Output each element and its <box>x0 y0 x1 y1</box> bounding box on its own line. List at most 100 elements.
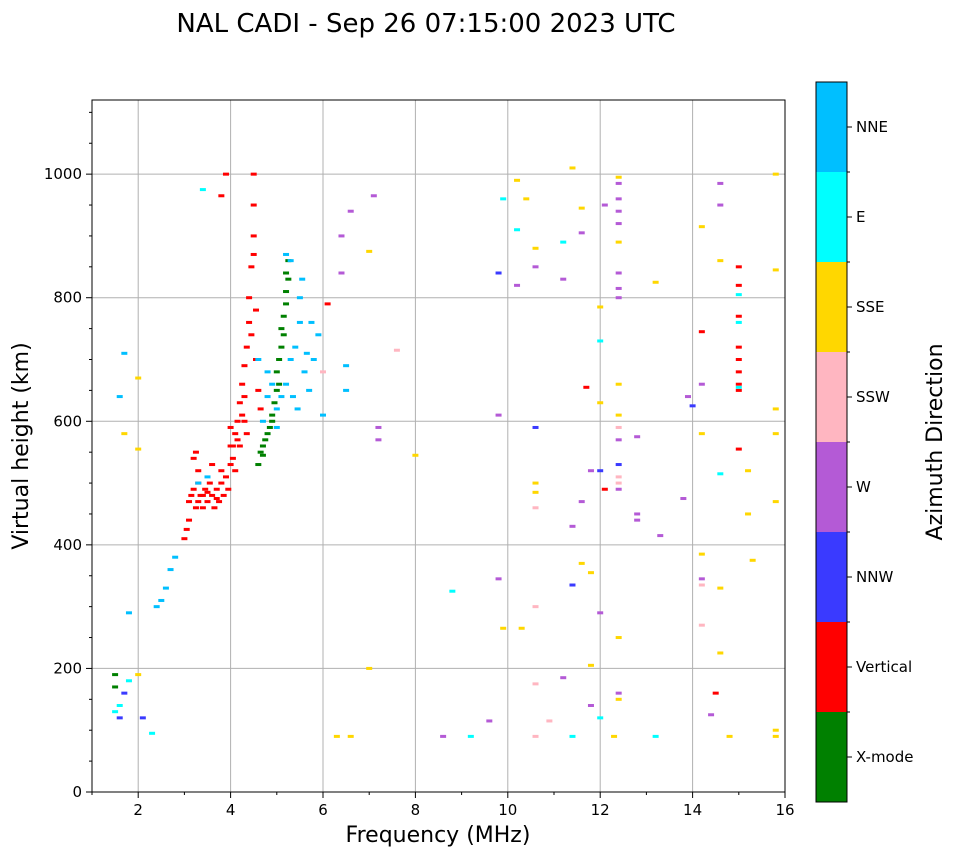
echo-point-sse <box>587 571 594 575</box>
echo-point-ssw <box>615 475 622 479</box>
colorbar-swatch <box>816 442 847 532</box>
echo-point-x-mode <box>269 413 276 417</box>
colorbar-swatch <box>816 352 847 442</box>
echo-point-vertical <box>583 385 590 389</box>
echo-point-nne <box>343 388 350 392</box>
echo-point-sse <box>135 673 142 677</box>
y-axis-ticks: 0 200 400 600 800 1000 <box>44 111 92 801</box>
echo-point-sse <box>347 734 354 738</box>
echo-point-sse <box>615 636 622 640</box>
echo-point-vertical <box>698 330 705 334</box>
echo-point-sse <box>717 259 724 263</box>
echo-point-sse <box>698 432 705 436</box>
echo-point-vertical <box>735 265 742 269</box>
echo-point-vertical <box>601 487 608 491</box>
echo-point-x-mode <box>259 444 266 448</box>
colorbar-swatch <box>816 712 847 802</box>
echo-point-w <box>495 577 502 581</box>
echo-point-x-mode <box>285 277 292 281</box>
echo-point-w <box>569 524 576 528</box>
echo-point-sse <box>717 651 724 655</box>
echo-point-sse <box>615 240 622 244</box>
echo-point-vertical <box>195 469 202 473</box>
echo-point-sse <box>615 175 622 179</box>
echo-point-nne <box>125 611 132 615</box>
echo-point-w <box>375 425 382 429</box>
echo-point-e <box>125 679 132 683</box>
echo-point-vertical <box>250 172 257 176</box>
echo-point-vertical <box>183 527 190 531</box>
echo-point-w <box>587 469 594 473</box>
echo-point-sse <box>772 407 779 411</box>
echo-point-vertical <box>241 364 248 368</box>
echo-point-w <box>338 234 345 238</box>
echo-point-vertical <box>232 432 239 436</box>
echo-point-vertical <box>199 506 206 510</box>
echo-point-vertical <box>241 395 248 399</box>
x-tick-label: 14 <box>683 801 702 819</box>
echo-point-w <box>615 197 622 201</box>
echo-point-e <box>560 240 567 244</box>
echo-point-e <box>597 339 604 343</box>
echo-point-sse <box>772 268 779 272</box>
echo-point-x-mode <box>257 450 264 454</box>
echo-point-nne <box>294 407 301 411</box>
echo-point-e <box>116 704 123 707</box>
echo-point-nnw <box>495 271 502 275</box>
echo-point-e <box>717 472 724 476</box>
echo-point-x-mode <box>283 302 290 306</box>
echo-point-sse <box>500 626 507 630</box>
echo-point-vertical <box>206 481 213 485</box>
echo-point-vertical <box>239 413 246 417</box>
echo-point-sse <box>717 586 724 590</box>
echo-point-sse <box>772 172 779 176</box>
echo-point-ssw <box>532 734 539 738</box>
echo-point-w <box>615 286 622 290</box>
echo-point-x-mode <box>112 673 119 677</box>
echo-point-w <box>347 209 354 213</box>
echo-point-vertical <box>204 500 211 504</box>
echo-point-x-mode <box>112 685 119 689</box>
colorbar-label: E <box>856 208 865 226</box>
echo-point-x-mode <box>264 432 271 436</box>
echo-point-nne <box>299 277 306 281</box>
colorbar-label: X-mode <box>856 748 913 766</box>
echo-point-vertical <box>712 691 719 695</box>
echo-point-vertical <box>324 302 331 306</box>
echo-point-sse <box>578 206 585 210</box>
x-axis-ticks: 2 4 6 8 10 12 14 16 <box>91 792 795 819</box>
echo-point-vertical <box>227 463 234 467</box>
echo-point-x-mode <box>283 271 290 275</box>
echo-point-w <box>634 518 641 522</box>
colorbar-label: SSW <box>856 388 890 406</box>
echo-point-sse <box>698 225 705 229</box>
echo-point-w <box>615 222 622 226</box>
echo-point-nne <box>283 252 290 256</box>
colorbar-swatch <box>816 532 847 622</box>
echo-point-sse <box>569 166 576 170</box>
echo-point-nne <box>158 598 165 602</box>
echo-point-vertical <box>257 407 264 411</box>
echo-point-w <box>717 181 724 185</box>
echo-point-w <box>486 719 493 723</box>
echo-point-vertical <box>248 265 255 269</box>
echo-point-vertical <box>186 500 193 504</box>
echo-point-nne <box>255 358 262 361</box>
echo-point-ssw <box>393 348 400 352</box>
echo-point-nne <box>303 351 310 355</box>
echo-point-sse <box>532 246 539 250</box>
echo-point-vertical <box>234 438 241 442</box>
echo-point-w <box>634 435 641 439</box>
echo-point-sse <box>652 280 659 284</box>
echo-point-x-mode <box>278 345 285 349</box>
y-tick-label: 1000 <box>44 165 82 183</box>
echo-point-vertical <box>735 345 742 349</box>
colorbar-swatch <box>816 82 847 172</box>
echo-point-vertical <box>735 388 742 392</box>
echo-point-w <box>601 203 608 207</box>
echo-point-vertical <box>188 493 195 497</box>
echo-point-w <box>615 691 622 695</box>
echo-point-w <box>684 395 691 399</box>
echo-point-ssw <box>320 370 326 374</box>
echo-point-vertical <box>186 518 193 522</box>
